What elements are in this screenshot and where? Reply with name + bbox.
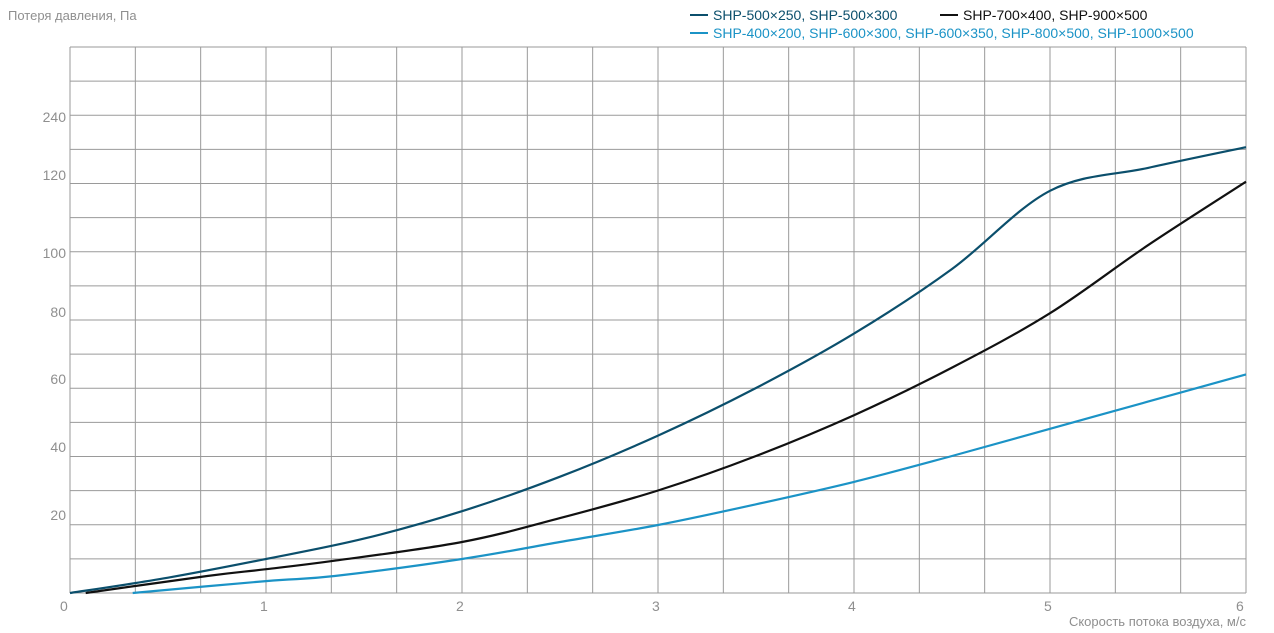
y-axis-title: Потеря давления, Па xyxy=(8,8,137,23)
legend-label-3: SHP-400×200, SHP-600×300, SHP-600×350, S… xyxy=(713,25,1194,41)
y-tick-label: 40 xyxy=(50,439,66,455)
legend-entry-2: SHP-700×400, SHP-900×500 xyxy=(940,7,1148,23)
y-tick-label: 60 xyxy=(50,371,66,387)
x-tick-label: 1 xyxy=(260,598,268,614)
legend: SHP-500×250, SHP-500×300 SHP-700×400, SH… xyxy=(690,7,1194,41)
y-tick-label: 20 xyxy=(50,507,66,523)
y-tick-label: 240 xyxy=(43,109,67,125)
x-tick-labels: 0 1 2 3 4 5 6 xyxy=(60,598,1244,614)
legend-label-2: SHP-700×400, SHP-900×500 xyxy=(963,7,1148,23)
x-tick-label: 3 xyxy=(652,598,660,614)
y-tick-label: 120 xyxy=(43,167,67,183)
x-tick-label: 4 xyxy=(848,598,856,614)
legend-entry-3: SHP-400×200, SHP-600×300, SHP-600×350, S… xyxy=(690,25,1194,41)
series-line-2 xyxy=(85,180,1247,595)
x-tick-label: 2 xyxy=(456,598,464,614)
x-tick-label: 6 xyxy=(1236,598,1244,614)
y-tick-labels: 20 40 60 80 100 120 240 xyxy=(43,109,67,523)
y-tick-label: 80 xyxy=(50,304,66,320)
grid xyxy=(69,46,1247,594)
series-line-3 xyxy=(132,373,1247,595)
series-line-1 xyxy=(69,146,1247,595)
x-axis-title: Скорость потока воздуха, м/с xyxy=(1069,614,1247,629)
series-lines xyxy=(69,146,1247,595)
x-tick-label: 0 xyxy=(60,598,68,614)
y-tick-label: 100 xyxy=(43,245,67,261)
legend-entry-1: SHP-500×250, SHP-500×300 xyxy=(690,7,898,23)
legend-label-1: SHP-500×250, SHP-500×300 xyxy=(713,7,898,23)
x-tick-label: 5 xyxy=(1044,598,1052,614)
